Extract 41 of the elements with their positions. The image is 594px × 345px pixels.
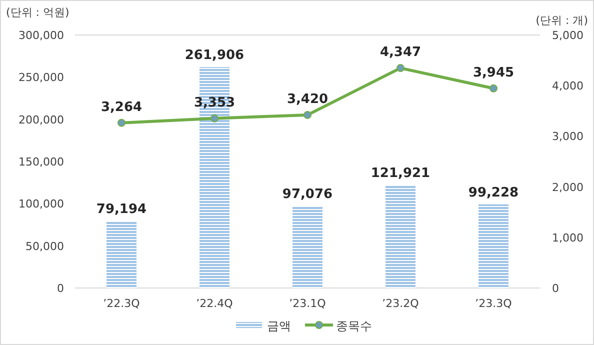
data-label: 97,076: [282, 187, 333, 202]
y2-tick-label: 5,000: [552, 29, 584, 42]
y-tick-label: 150,000: [18, 156, 64, 168]
y2-tick-label: 1,000: [552, 231, 584, 244]
bar: [292, 206, 322, 288]
point: [396, 64, 404, 72]
y-tick-label: 50,000: [26, 240, 64, 253]
legend-label: 금액: [267, 319, 291, 333]
x-tick-label: ’22.4Q: [196, 297, 234, 310]
y-tick-label: 100,000: [18, 198, 64, 211]
y-tick-label: 200,000: [18, 113, 64, 126]
y2-tick-label: 0: [552, 282, 559, 295]
y2-tick-label: 3,000: [552, 130, 584, 144]
x-tick-label: ’22.3Q: [103, 297, 140, 310]
data-label: 261,906: [184, 48, 244, 64]
data-label: 99,228: [468, 185, 519, 200]
x-tick-label: ’23.3Q: [475, 297, 512, 310]
point: [118, 118, 126, 127]
data-label: 121,921: [370, 166, 430, 182]
data-label: 3,945: [472, 65, 514, 80]
y-axis-title: (단위 : 억원): [6, 6, 70, 19]
point: [490, 84, 498, 92]
data-label: 4,347: [380, 45, 422, 60]
data-label: 79,194: [96, 202, 147, 218]
bar: [106, 221, 136, 288]
x-tick-label: ’23.1Q: [289, 297, 326, 310]
y2-tick-label: 2,000: [552, 180, 584, 194]
y-tick-label: 300,000: [18, 29, 64, 42]
y2-axis-title: (단위 : 개): [536, 14, 588, 27]
data-label: 3,353: [194, 95, 236, 110]
data-label: 3,420: [286, 92, 328, 107]
bar: [386, 185, 416, 288]
y2-tick-label: 4,000: [552, 80, 584, 93]
point: [210, 114, 218, 122]
data-label: 3,264: [100, 100, 142, 115]
y-tick-label: 0: [57, 282, 64, 295]
bar: [478, 204, 508, 288]
x-tick-label: ’23.2Q: [382, 297, 420, 310]
point: [304, 110, 312, 119]
y-tick-label: 250,000: [18, 71, 64, 84]
legend-label: 종목수: [336, 319, 372, 333]
